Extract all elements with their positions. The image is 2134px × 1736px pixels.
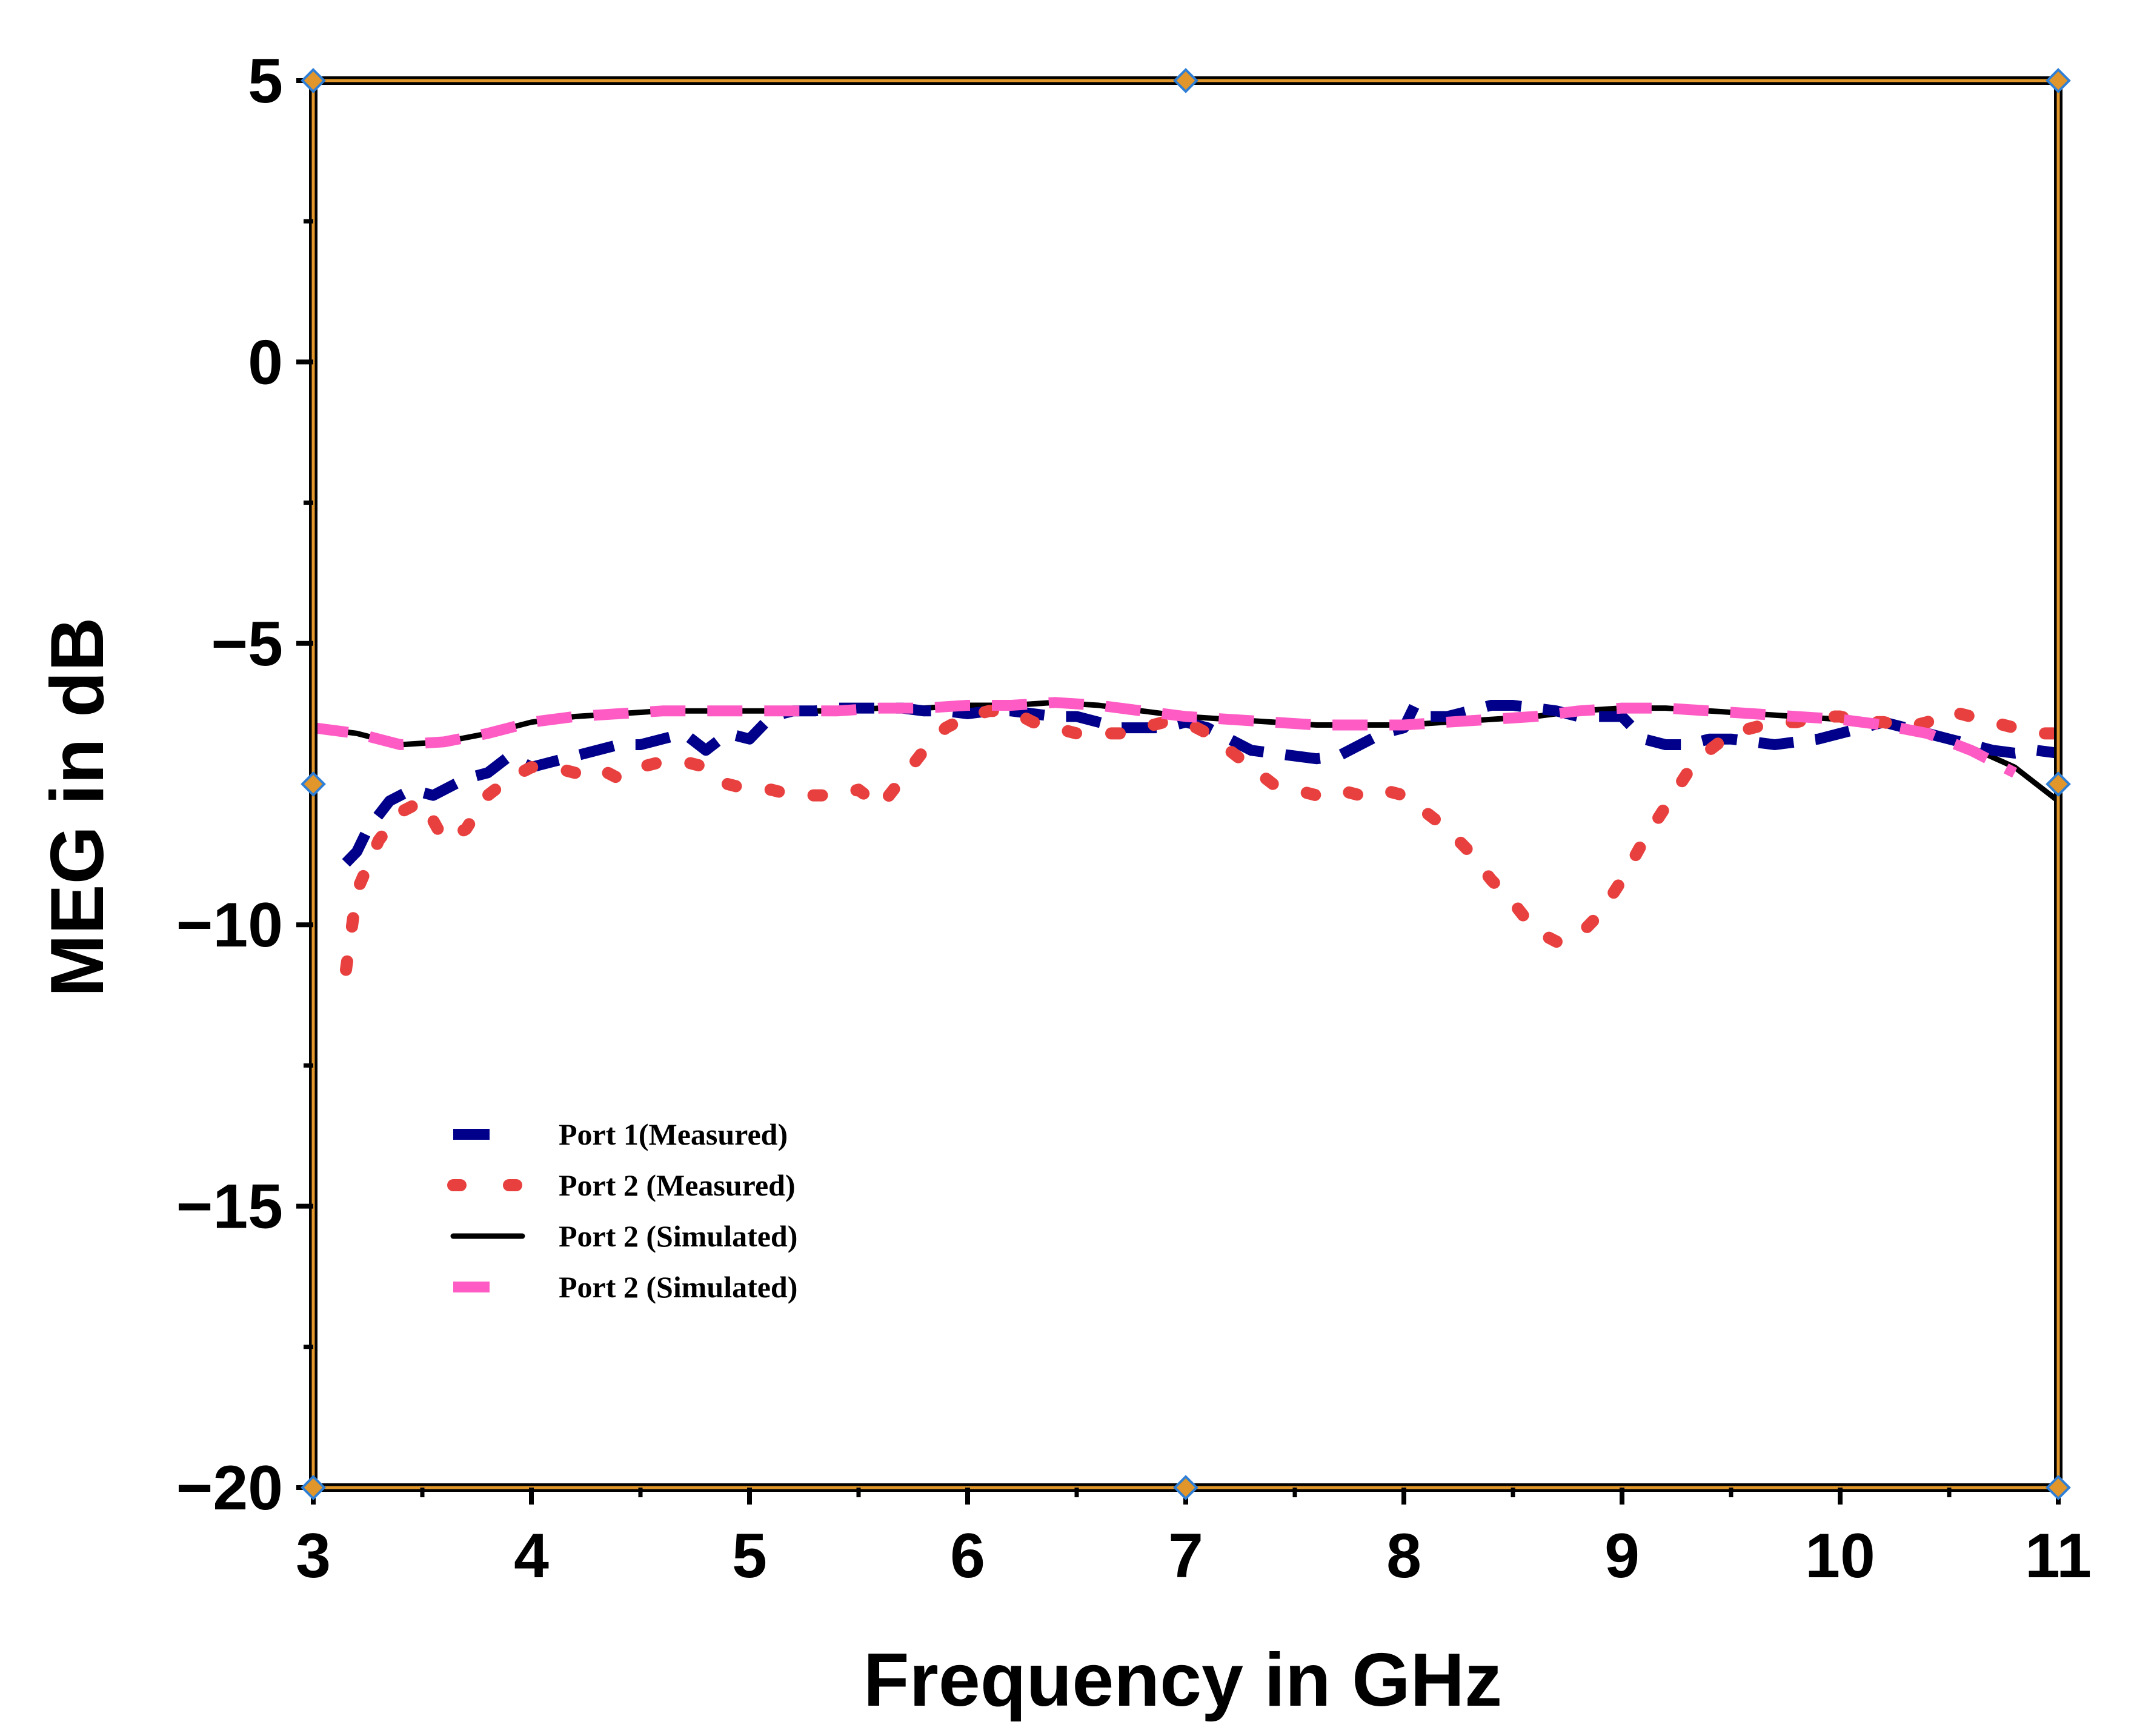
frame-marker xyxy=(2046,1475,2071,1500)
frame-marker xyxy=(1173,68,1198,93)
y-tick-label: −5 xyxy=(211,609,283,679)
frame-marker xyxy=(301,1475,326,1500)
frame-marker xyxy=(2046,771,2071,797)
x-tick-label: 6 xyxy=(950,1521,985,1591)
y-tick-label: −10 xyxy=(176,890,283,960)
x-tick-labels: 3 4 5 6 7 8 9 10 11 xyxy=(296,1521,2092,1591)
frame-marker xyxy=(2046,68,2071,93)
y-tick-label: −20 xyxy=(176,1453,283,1523)
x-tick-label: 11 xyxy=(2025,1521,2092,1591)
legend: Port 1(Measured) Port 2 (Measured) Port 2 … xyxy=(447,1117,797,1304)
x-tick-label: 9 xyxy=(1604,1521,1640,1591)
y-tick-label: −15 xyxy=(176,1172,283,1242)
legend-label-3: Port 2 (Simulated) xyxy=(559,1219,797,1253)
y-tick-label: 5 xyxy=(248,46,283,116)
legend-label-4: Port 2 (Simulated) xyxy=(559,1270,797,1304)
y-axis-title: MEG in dB xyxy=(36,617,119,997)
frame-marker xyxy=(301,771,326,797)
corner-markers xyxy=(301,68,2071,1500)
legend-label-1: Port 1(Measured) xyxy=(559,1117,788,1151)
legend-label-2: Port 2 (Measured) xyxy=(559,1168,796,1202)
x-tick-label: 5 xyxy=(732,1521,767,1591)
y-tick-label: 0 xyxy=(248,327,283,397)
x-tick-label: 10 xyxy=(1805,1521,1875,1591)
x-tick-label: 8 xyxy=(1386,1521,1421,1591)
x-tick-label: 7 xyxy=(1168,1521,1203,1591)
series-line-4 xyxy=(312,697,2018,778)
x-axis-title: Frequency in GHz xyxy=(863,1638,1502,1722)
series-line-2 xyxy=(340,705,2064,976)
y-tick-labels: 5 0 −5 −10 −15 −20 xyxy=(176,46,283,1523)
x-tick-label: 4 xyxy=(514,1521,549,1591)
frame-marker xyxy=(1173,1475,1198,1500)
x-tick-label: 3 xyxy=(296,1521,331,1591)
series-layer xyxy=(310,697,2064,976)
frame-marker xyxy=(301,68,326,93)
